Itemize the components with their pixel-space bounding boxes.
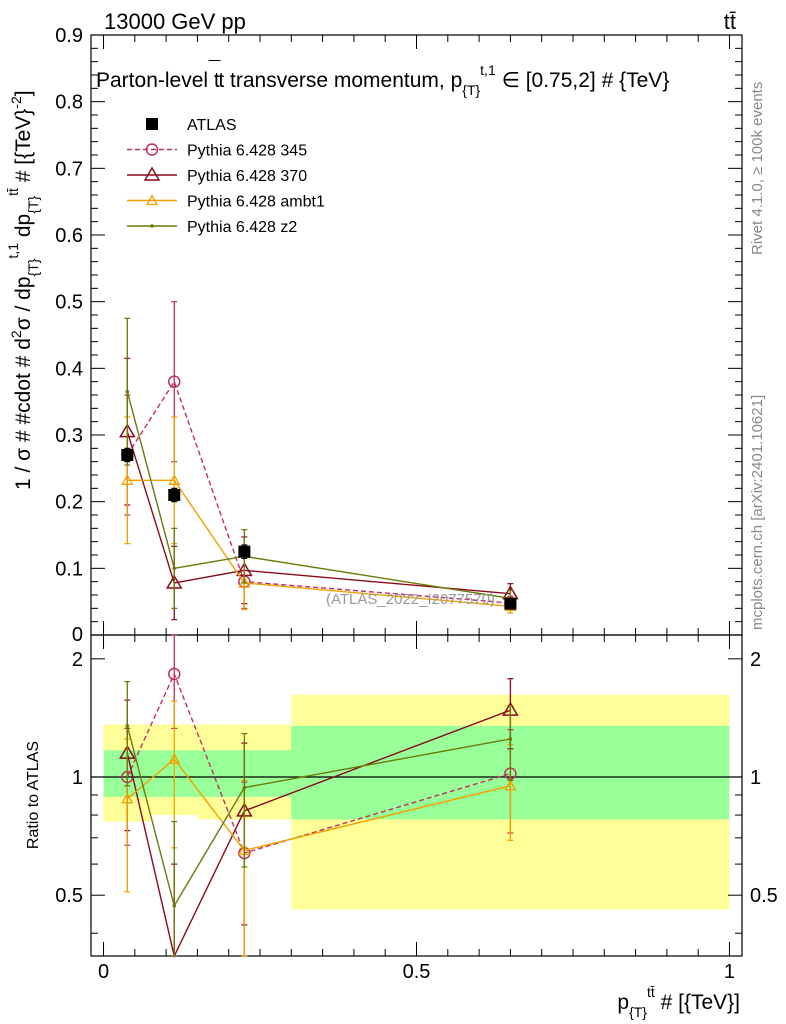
series-line: [127, 479, 511, 608]
ratio-point: [121, 792, 134, 804]
data-point: [168, 489, 181, 501]
ratio-y-tick-label-right: 1: [750, 767, 761, 789]
data-point: [168, 375, 181, 388]
legend-label: ATLAS: [187, 117, 237, 134]
series-4: [124, 317, 514, 609]
legend-marker: [145, 194, 159, 206]
analysis-watermark: (ATLAS_2022_I2077570): [326, 591, 495, 608]
ratio-panel: 0 0.5 1 0.5 0.5 1 1 2 2: [55, 634, 778, 983]
ratio-line: [126, 672, 511, 854]
x-tick-label: 0.5: [403, 961, 431, 983]
series-3: [121, 416, 517, 614]
rivet-version-label: Rivet 4.1.0, ≥ 100k events: [749, 82, 766, 255]
ratio-y-tick-label-right: 2: [750, 649, 761, 671]
series-1: [121, 301, 517, 611]
series-line: [126, 431, 511, 595]
data-point: [172, 566, 177, 571]
legend-marker: [145, 143, 159, 156]
y-tick-label: 0.9: [55, 25, 83, 47]
legend-label: Pythia 6.428 370: [187, 168, 307, 185]
ratio-y-tick-label: 2: [72, 649, 83, 671]
data-point: [121, 473, 134, 485]
series-line: [126, 391, 511, 600]
y-tick-label: 0.7: [55, 158, 83, 180]
x-tick-label: 1: [724, 961, 735, 983]
legend-marker: [146, 118, 158, 130]
y-tick-label-zero: 0: [72, 624, 83, 646]
x-axis-label: p{T}tt̄ # [{TeV}]: [617, 984, 740, 1020]
ratio-point: [504, 779, 517, 791]
main-panel: 0.1 0.2 0.3 0.4 0.5 0.6 0.7 0.8 0.9 0 ATLAS Pythia …: [55, 25, 743, 646]
y-axis-label: 1 / σ # #cdot # d2σ / dp{T}t,1 dp{T}tt̄ …: [5, 90, 41, 490]
ratio-point: [168, 752, 181, 764]
x-tick-label: 0: [98, 961, 109, 983]
y-tick-label: 0.1: [55, 558, 83, 580]
data-point: [238, 545, 251, 558]
ratio-y-tick-label: 1: [72, 767, 83, 789]
legend-marker: [150, 224, 154, 228]
legend: ATLAS Pythia 6.428 345 Pythia 6.428 370 Pyt…: [127, 117, 325, 236]
legend-label: Pythia 6.428 345: [187, 143, 307, 160]
y-tick-label: 0.8: [55, 92, 83, 114]
ratio-point: [125, 724, 130, 728]
ratio-point: [168, 667, 181, 681]
ratio-y-tick-label: 0.5: [55, 885, 83, 907]
ratio-series-3: [124, 680, 514, 957]
mcplots-label: mcplots.cern.ch [arXiv:2401.10621]: [749, 395, 766, 630]
process-label: tt̄: [724, 9, 736, 34]
series-0: [121, 447, 517, 610]
legend-label: Pythia 6.428 ambt1: [187, 194, 325, 211]
legend-label: Pythia 6.428 z2: [187, 219, 297, 236]
energy-label: 13000 GeV pp: [104, 9, 246, 34]
ratio-point: [172, 903, 177, 908]
ratio-line: [126, 725, 511, 908]
series-line: [126, 380, 511, 604]
legend-marker: [143, 166, 161, 181]
data-point: [504, 597, 517, 610]
y-tick-label: 0.5: [55, 292, 83, 314]
ratio-point: [508, 737, 513, 741]
ratio-point: [242, 785, 247, 790]
data-point: [121, 449, 134, 461]
y-tick-label: 0.2: [55, 492, 83, 514]
ratio-line: [126, 709, 511, 959]
y-tick-label: 0.6: [55, 225, 83, 247]
ratio-axis-label: Ratio to ATLAS: [25, 741, 42, 849]
plot-title: Parton-level t¯t transverse momentum, p{…: [96, 58, 669, 98]
y-tick-label: 0.3: [55, 425, 83, 447]
data-point: [125, 389, 130, 394]
data-point: [168, 473, 181, 485]
ratio-line: [126, 758, 511, 852]
y-tick-label: 0.4: [55, 358, 83, 380]
ratio-y-tick-label-right: 0.5: [750, 885, 778, 907]
